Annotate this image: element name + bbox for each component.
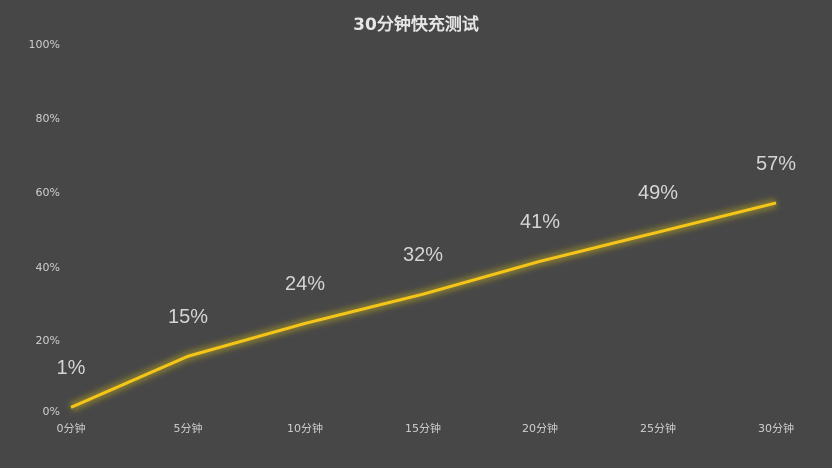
chart-title: 30分钟快充测试 [353,15,479,35]
x-tick: 10分钟 [287,422,323,435]
data-label: 57% [755,152,797,175]
data-label: 24% [284,273,326,296]
y-tick-80: 80% [35,112,60,125]
x-tick: 30分钟 [758,422,794,435]
y-tick-60: 60% [35,186,60,199]
y-tick-0: 0% [42,405,60,418]
data-label: 32% [402,244,444,267]
y-tick-100: 100% [28,38,60,51]
x-tick: 25分钟 [640,422,676,435]
data-label: 41% [519,211,561,234]
y-tick-40: 40% [35,261,60,274]
x-tick: 15分钟 [405,422,441,435]
data-label: 1% [56,357,86,380]
series-line [70,201,777,409]
data-label: 49% [637,182,679,205]
y-tick-20: 20% [35,334,60,347]
series-glow [69,198,778,412]
x-tick: 0分钟 [56,422,86,435]
x-tick: 5分钟 [173,422,203,435]
data-label: 15% [167,306,209,329]
x-tick: 20分钟 [522,422,558,435]
